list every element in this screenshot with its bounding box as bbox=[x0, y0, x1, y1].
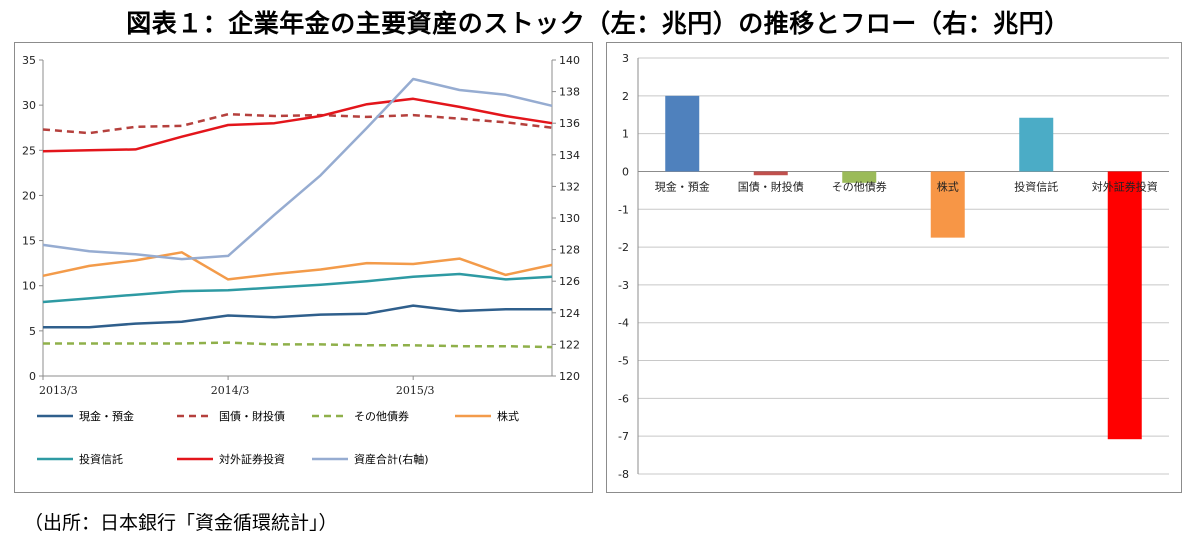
y-tick-label: -8 bbox=[618, 468, 629, 481]
y-tick-label: 0 bbox=[622, 165, 629, 178]
y-tick-label: -3 bbox=[618, 279, 629, 292]
left-y-tick-label: 25 bbox=[22, 144, 36, 157]
source-note: （出所：日本銀行「資金循環統計」） bbox=[24, 512, 338, 534]
right-y-tick-label: 134 bbox=[559, 149, 580, 162]
y-tick-label: -2 bbox=[618, 241, 629, 254]
bar bbox=[842, 171, 877, 183]
right-y-tick-label: 124 bbox=[559, 307, 580, 320]
right-y-tick-label: 138 bbox=[559, 86, 580, 99]
legend-label: 国債・財投債 bbox=[219, 409, 285, 423]
category-label: 国債・財投債 bbox=[738, 179, 804, 193]
bar bbox=[665, 95, 700, 172]
x-tick-label: 2013/3 bbox=[39, 384, 78, 397]
stock-line-chart-panel: 0 5 10 15 20 25 30 35 120 122 124 126 128 130 132 134 13… bbox=[14, 42, 593, 493]
legend-label: 現金・預金 bbox=[79, 409, 134, 423]
bar bbox=[1107, 171, 1142, 440]
series-line bbox=[42, 272, 553, 304]
left-y-tick-label: 30 bbox=[22, 99, 36, 112]
y-tick-label: 2 bbox=[622, 90, 629, 103]
right-y-tick-label: 132 bbox=[559, 180, 580, 193]
y-tick-label: 1 bbox=[622, 128, 629, 141]
stock-line-chart: 0 5 10 15 20 25 30 35 120 122 124 126 128 130 132 134 13… bbox=[22, 54, 580, 466]
legend-label: 対外証券投資 bbox=[219, 452, 285, 466]
series-line bbox=[42, 77, 553, 261]
y-tick-label: -4 bbox=[618, 317, 629, 330]
series-line bbox=[42, 112, 553, 135]
right-y-tick-label: 128 bbox=[559, 244, 580, 257]
series-line bbox=[42, 251, 553, 281]
flow-bar-chart-panel: 3 2 1 0 -1 -2 -3 -4 -5 -6 -7 -8 現金・預金 国債・財投債 その他債券 株式 投資… bbox=[606, 42, 1182, 493]
right-y-tick-label: 120 bbox=[559, 370, 580, 383]
y-tick-label: -5 bbox=[618, 355, 629, 368]
y-tick-label: -6 bbox=[618, 392, 629, 405]
category-label: その他債券 bbox=[832, 179, 887, 193]
category-label: 株式 bbox=[937, 179, 959, 193]
bar bbox=[930, 171, 965, 238]
bar bbox=[1019, 117, 1054, 172]
series-line bbox=[42, 97, 553, 153]
right-y-tick-label: 122 bbox=[559, 338, 580, 351]
left-y-tick-label: 15 bbox=[22, 235, 36, 248]
left-y-tick-label: 20 bbox=[22, 189, 36, 202]
legend-label: 株式 bbox=[497, 409, 519, 423]
series-line bbox=[43, 341, 553, 349]
right-y-tick-label: 136 bbox=[559, 117, 580, 130]
x-tick-label: 2014/3 bbox=[211, 384, 250, 397]
left-y-tick-label: 35 bbox=[22, 54, 36, 67]
legend-label: 資産合計(右軸) bbox=[354, 452, 429, 466]
x-tick-label: 2015/3 bbox=[396, 384, 435, 397]
right-y-tick-label: 140 bbox=[559, 54, 580, 67]
flow-bar-chart: 3 2 1 0 -1 -2 -3 -4 -5 -6 -7 -8 現金・預金 国債・財投債 その他債券 株式 投資… bbox=[618, 52, 1169, 481]
series-line bbox=[43, 304, 552, 329]
legend-label: 投資信託 bbox=[79, 452, 123, 466]
right-y-tick-label: 126 bbox=[559, 275, 580, 288]
bar bbox=[753, 171, 788, 176]
category-label: 投資信託 bbox=[1014, 179, 1058, 193]
chart-title: 図表１：企業年金の主要資産のストック（左：兆円）の推移とフロー（右：兆円） bbox=[126, 9, 1070, 38]
category-label: 対外証券投資 bbox=[1092, 179, 1158, 193]
left-y-tick-label: 0 bbox=[29, 370, 36, 383]
y-tick-label: 3 bbox=[622, 52, 629, 65]
category-label: 現金・預金 bbox=[655, 179, 710, 193]
left-y-tick-label: 10 bbox=[22, 280, 36, 293]
legend-label: その他債券 bbox=[354, 409, 409, 423]
y-tick-label: -1 bbox=[618, 203, 629, 216]
y-tick-label: -7 bbox=[618, 430, 629, 443]
right-y-tick-label: 130 bbox=[559, 212, 580, 225]
left-y-tick-label: 5 bbox=[29, 325, 36, 338]
